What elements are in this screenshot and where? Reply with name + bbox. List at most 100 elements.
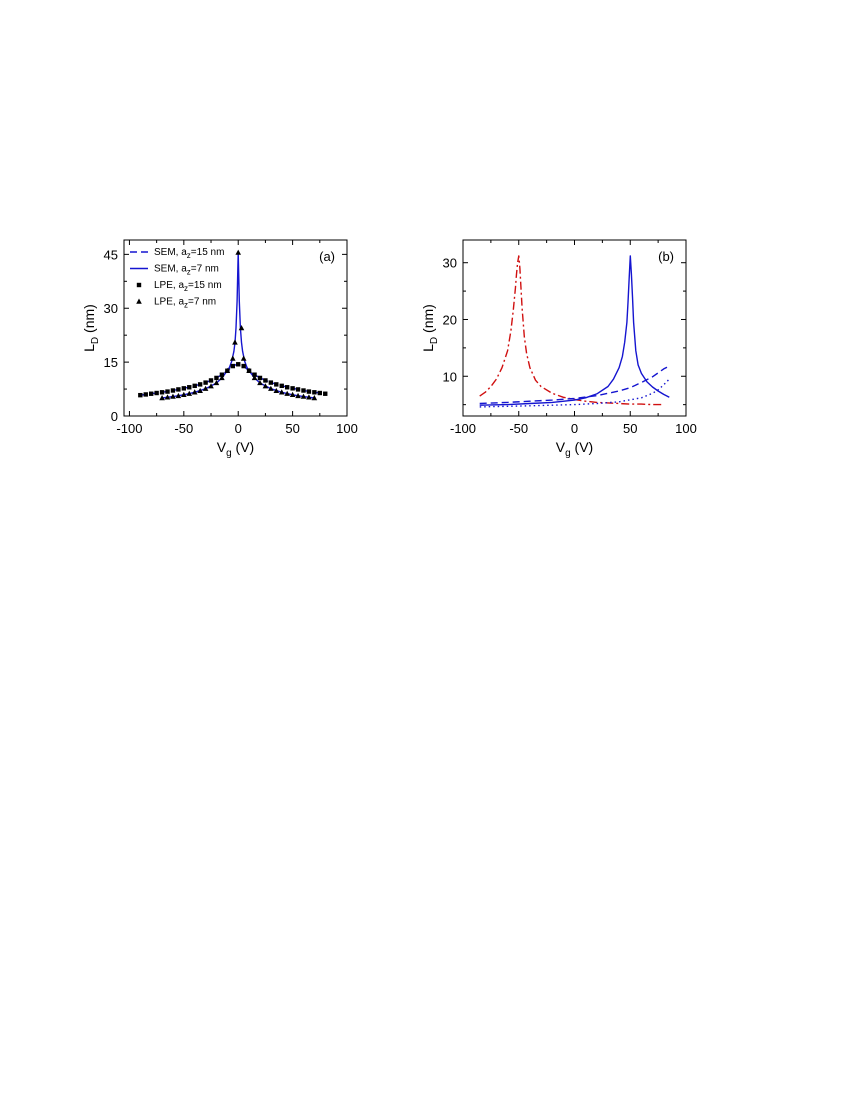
- y-tick-label: 20: [443, 312, 457, 327]
- data-point: [229, 355, 236, 361]
- data-point: [224, 367, 231, 373]
- series-line-3: [479, 378, 670, 408]
- y-tick-label: 45: [104, 247, 118, 262]
- x-tick-label: -50: [174, 421, 193, 436]
- data-point: [284, 390, 290, 396]
- data-point: [274, 382, 279, 387]
- data-point: [175, 392, 182, 399]
- data-point: [295, 392, 301, 399]
- y-tick-label: 10: [443, 369, 457, 384]
- chart-panel-a: -100 -50 0 50 100 0 15 30 45 Vg (V) LD (nm) (a) SEM,…: [81, 239, 358, 459]
- data-point: [159, 395, 165, 401]
- data-point: [246, 367, 252, 373]
- data-point: [208, 383, 214, 389]
- data-point: [289, 391, 296, 398]
- data-point: [143, 392, 148, 397]
- panel-label: (a): [319, 249, 335, 264]
- data-point: [192, 383, 197, 389]
- data-point: [251, 374, 258, 381]
- y-tick-label: 30: [443, 256, 457, 271]
- legend-entry: SEM, az=15 nm: [154, 247, 224, 260]
- data-point: [197, 382, 203, 387]
- data-point: [301, 388, 306, 393]
- data-point: [154, 390, 159, 396]
- data-point: [176, 387, 181, 392]
- data-point: [257, 379, 263, 386]
- data-point: [219, 374, 225, 381]
- panel-label: (b): [658, 249, 674, 264]
- data-point: [170, 393, 176, 399]
- data-point: [148, 391, 154, 396]
- data-point: [232, 339, 238, 345]
- y-axis-label: LD (nm): [420, 304, 440, 352]
- data-point: [257, 375, 263, 381]
- data-point: [235, 249, 242, 255]
- x-tick-label: -100: [450, 421, 476, 436]
- data-point: [214, 375, 219, 381]
- legend: SEM, az=15 nm SEM, az=7 nm LPE, az=15 nm LP…: [130, 247, 224, 310]
- data-point: [311, 395, 318, 401]
- data-point: [306, 394, 312, 400]
- x-tick-label: -50: [509, 421, 528, 436]
- data-point: [159, 390, 165, 395]
- data-point: [187, 385, 192, 390]
- data-point: [284, 385, 290, 390]
- data-point: [295, 387, 301, 392]
- series-line-0: [479, 255, 664, 406]
- plot-area: [479, 255, 670, 408]
- plot-area: [138, 249, 328, 401]
- y-tick-label: 30: [104, 301, 118, 316]
- x-axis-label: Vg (V): [217, 439, 254, 459]
- plot-frame: [123, 239, 348, 417]
- data-point: [241, 363, 246, 369]
- data-point: [273, 387, 280, 394]
- data-point: [203, 380, 208, 385]
- legend-entry: LPE, az=15 nm: [154, 280, 222, 293]
- data-point: [263, 378, 268, 383]
- x-tick-label: 0: [235, 421, 242, 436]
- data-point: [290, 386, 295, 391]
- legend-entry: LPE, az=7 nm: [154, 297, 216, 310]
- data-point: [317, 390, 323, 396]
- data-point: [306, 389, 312, 394]
- data-point: [202, 385, 209, 391]
- data-point: [268, 385, 274, 391]
- x-tick-label: -100: [116, 421, 142, 436]
- data-point: [138, 392, 143, 398]
- data-point: [312, 390, 317, 395]
- series-3-markers: [159, 249, 318, 401]
- data-point: [219, 372, 225, 377]
- y-tick-label: 15: [104, 355, 118, 370]
- data-point: [240, 355, 247, 361]
- y-axis-label: LD (nm): [81, 304, 101, 352]
- data-point: [230, 363, 235, 369]
- data-point: [323, 391, 328, 396]
- x-tick-label: 100: [336, 421, 358, 436]
- data-point: [213, 379, 220, 386]
- data-point: [181, 391, 187, 398]
- data-point: [208, 378, 214, 383]
- data-point: [197, 387, 203, 394]
- x-tick-label: 50: [285, 421, 299, 436]
- x-tick-label: 0: [571, 421, 578, 436]
- data-point: [252, 372, 257, 377]
- chart-panel-b: -100 -50 0 50 100 10 20 30 Vg (V) LD (nm) (b): [420, 239, 697, 459]
- legend-marker: [136, 298, 142, 304]
- data-point: [262, 383, 269, 389]
- data-point: [236, 362, 241, 367]
- data-point: [238, 325, 245, 331]
- data-point: [278, 389, 285, 395]
- series-line-1: [479, 255, 670, 406]
- data-point: [268, 380, 274, 385]
- data-point: [181, 386, 187, 391]
- legend-entry: SEM, az=7 nm: [154, 264, 219, 277]
- legend-marker: [136, 282, 142, 288]
- data-point: [165, 389, 170, 394]
- x-tick-label: 100: [675, 421, 697, 436]
- plot-frame: [462, 239, 687, 417]
- y-tick-label: 0: [111, 409, 118, 424]
- data-point: [300, 393, 307, 399]
- data-point: [186, 390, 193, 396]
- data-point: [279, 383, 284, 389]
